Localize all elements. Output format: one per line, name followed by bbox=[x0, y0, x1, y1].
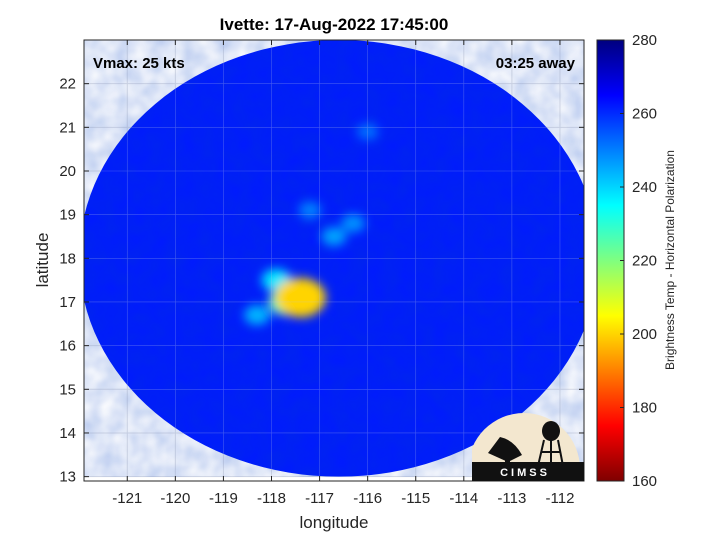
logo-tower-legs bbox=[537, 439, 564, 467]
colorbar-tick-label: 280 bbox=[632, 32, 657, 49]
cold-cloud-features bbox=[244, 123, 379, 326]
x-axis-ticks: -121 -120 -119 -118 -117 -116 -115 -114 -113 -112 bbox=[112, 40, 574, 507]
vmax-annotation: Vmax: 25 kts bbox=[93, 55, 185, 72]
feature-blob bbox=[341, 214, 366, 233]
y-tick-label: 15 bbox=[59, 381, 76, 398]
logo-text: CIMSS bbox=[500, 467, 550, 479]
plot-border bbox=[83, 39, 585, 482]
logo-tower-tank bbox=[542, 421, 560, 441]
x-tick-label: -121 bbox=[112, 490, 142, 507]
feature-blob bbox=[321, 226, 347, 247]
logo-banner bbox=[472, 462, 584, 481]
colorbar-ticks: 160 180 200 220 240 260 280 bbox=[620, 32, 657, 490]
y-tick-label: 18 bbox=[59, 250, 76, 267]
x-tick-label: -120 bbox=[160, 490, 190, 507]
logo-dish-pole bbox=[505, 452, 510, 466]
y-tick-label: 19 bbox=[59, 207, 76, 224]
colorbar-tick-label: 240 bbox=[632, 179, 657, 196]
colorbar-tick-label: 220 bbox=[632, 253, 657, 270]
chart-title: Ivette: 17-Aug-2022 17:45:00 bbox=[220, 15, 449, 34]
feature-blob bbox=[298, 201, 322, 219]
x-tick-label: -117 bbox=[305, 490, 334, 507]
logo-dish-icon bbox=[488, 437, 522, 462]
x-tick-label: -119 bbox=[209, 490, 238, 507]
colorbar bbox=[596, 39, 625, 482]
feature-blob bbox=[356, 123, 379, 140]
y-tick-label: 20 bbox=[59, 163, 76, 180]
feature-blob bbox=[244, 305, 271, 326]
colorbar-tick-label: 180 bbox=[632, 400, 657, 417]
x-axis-label: longitude bbox=[299, 513, 368, 532]
x-tick-label: -115 bbox=[401, 490, 430, 507]
time-away-annotation: 03:25 away bbox=[496, 55, 576, 72]
colorbar-tick-label: 160 bbox=[632, 473, 657, 490]
y-axis-ticks: 13 14 15 16 17 18 19 20 21 22 bbox=[59, 76, 584, 486]
y-tick-label: 17 bbox=[59, 294, 76, 311]
x-tick-label: -118 bbox=[257, 490, 286, 507]
swath-texture bbox=[84, 40, 584, 477]
y-tick-label: 16 bbox=[59, 338, 76, 355]
colorbar-tick-label: 260 bbox=[632, 106, 657, 123]
x-tick-label: -113 bbox=[497, 490, 526, 507]
x-tick-label: -114 bbox=[449, 490, 478, 507]
x-tick-label: -116 bbox=[353, 490, 382, 507]
colorbar-label: Brightness Temp - Horizontal Polarizatio… bbox=[663, 150, 677, 370]
feature-blob bbox=[274, 277, 326, 318]
y-tick-label: 14 bbox=[59, 425, 76, 442]
swath-layer bbox=[84, 40, 584, 477]
y-tick-label: 13 bbox=[59, 469, 76, 486]
x-tick-label: -112 bbox=[546, 490, 575, 507]
y-tick-label: 21 bbox=[59, 119, 76, 136]
cimss-logo: CIMSS bbox=[472, 413, 584, 481]
y-axis-label: latitude bbox=[33, 233, 52, 288]
y-tick-label: 22 bbox=[59, 76, 76, 93]
colorbar-tick-label: 200 bbox=[632, 326, 657, 343]
